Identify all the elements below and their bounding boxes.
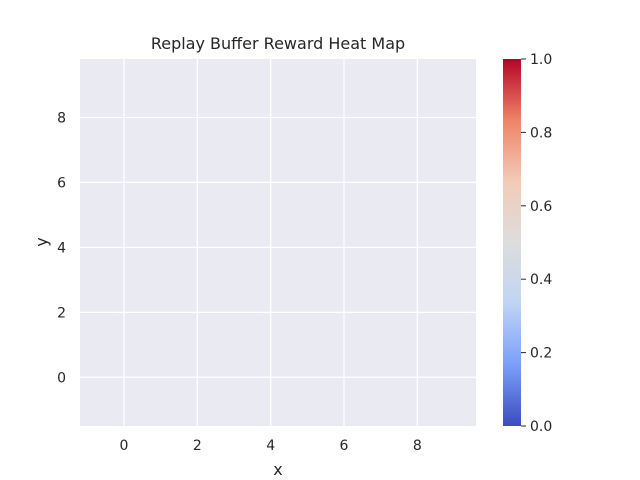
x-tick-label: 8 (413, 438, 422, 454)
colorbar-tick-label: 0.2 (530, 346, 552, 362)
x-tick-label: 0 (120, 438, 129, 454)
colorbar-tick-label: 0.6 (530, 199, 552, 215)
colorbar-tick-label: 0.8 (530, 125, 552, 141)
chart-title: Replay Buffer Reward Heat Map (151, 34, 405, 53)
x-tick-label: 4 (266, 438, 275, 454)
y-tick-label: 0 (57, 370, 66, 386)
colorbar-tick-label: 0.4 (530, 272, 552, 288)
colorbar-tick-label: 0.0 (530, 419, 552, 435)
x-tick-label: 6 (340, 438, 349, 454)
grid-lines (80, 59, 476, 426)
y-tick-label: 6 (57, 175, 66, 191)
x-axis-label: x (273, 460, 282, 479)
x-axis-ticks: 0 2 4 6 8 (120, 438, 422, 454)
y-tick-label: 8 (57, 110, 66, 126)
colorbar-ticks: 0.0 0.2 0.4 0.6 0.8 1.0 (521, 52, 552, 435)
plot-area (80, 59, 476, 426)
y-tick-label: 2 (57, 305, 66, 321)
y-tick-label: 4 (57, 240, 66, 256)
x-tick-label: 2 (193, 438, 202, 454)
colorbar (503, 59, 521, 426)
y-axis-ticks: 0 2 4 6 8 (57, 110, 66, 386)
y-axis-label: y (32, 237, 51, 246)
colorbar-tick-label: 1.0 (530, 52, 552, 68)
